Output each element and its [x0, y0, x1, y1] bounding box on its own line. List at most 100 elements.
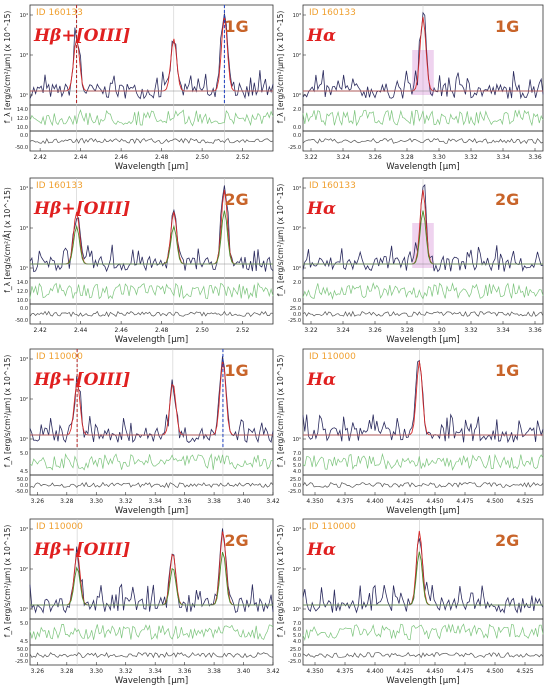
x-tick-label: 2.46	[114, 154, 128, 161]
residual-tick-label: 0.0	[293, 298, 301, 304]
residual-trace	[29, 282, 274, 300]
x-tick-label: 3.38	[207, 668, 221, 675]
x-tick-label: 4.525	[516, 668, 533, 675]
x-axis-label: Wavelength [μm]	[386, 506, 459, 516]
x-tick-label: 3.32	[119, 498, 133, 505]
spectrum-panel: 10¹ 7.06.05.04.0 25.00.0-25.0 4.350 4.375 4.4…	[276, 348, 544, 516]
residual2-tick-label: 0.0	[20, 483, 28, 489]
grating-label: 1G	[224, 361, 248, 380]
x-tick-label: 3.26	[368, 327, 382, 334]
x-tick-label: 3.42	[266, 498, 280, 505]
y-tick-label: 10¹	[20, 437, 28, 443]
residual-tick-label: 14.0	[17, 280, 28, 286]
x-axis-label: Wavelength [μm]	[115, 506, 188, 516]
object-id-label: ID 160133	[36, 181, 83, 191]
grating-label: 2G	[224, 190, 248, 209]
residual2-trace	[29, 481, 274, 489]
grating-label: 2G	[495, 190, 519, 209]
x-tick-label: 3.22	[304, 154, 318, 161]
x-axis-label: Wavelength [μm]	[115, 335, 188, 345]
x-tick-label: 3.30	[90, 668, 104, 675]
x-tick-label: 3.28	[400, 327, 414, 334]
x-tick-label: 2.46	[114, 327, 128, 334]
y-axis-label: f_λ [erg/s/cm²/μm] (x 10^-15)	[276, 11, 285, 124]
residual2-tick-label: -50.0	[15, 489, 28, 495]
x-tick-label: 2.48	[155, 327, 169, 334]
residual2-axes-frame	[29, 303, 274, 325]
x-tick-label: 3.28	[60, 668, 74, 675]
y-tick-label: 10⁰	[293, 266, 301, 272]
spectrum-panel: 10¹ 10² 10³ 5.0 4.5 50.00.0-25.03.26 3.28 3.30 3…	[3, 518, 280, 686]
residual2-tick-label: -25.0	[15, 659, 28, 665]
y-tick-label: 10⁴	[20, 13, 28, 19]
x-tick-label: 4.425	[396, 498, 413, 505]
x-tick-label: 4.525	[516, 498, 533, 505]
x-tick-label: 3.22	[304, 327, 318, 334]
residual2-tick-label: 0.0	[20, 653, 28, 659]
x-tick-label: 4.450	[426, 498, 443, 505]
x-tick-label: 2.44	[74, 327, 88, 334]
object-id-label: ID 160133	[309, 181, 356, 191]
residual-tick-label: 6.0	[293, 457, 301, 463]
x-tick-label: 2.42	[33, 327, 47, 334]
y-tick-label: 10²	[20, 567, 28, 573]
y-axis-label: f_λ [erg/s/cm²/Å] (x 10^-15)	[3, 187, 12, 293]
y-tick-label: 10²	[293, 567, 301, 573]
panel-title: Hβ+[OIII]	[33, 26, 130, 46]
residual2-tick-label: 25.0	[290, 477, 301, 483]
x-tick-label: 3.28	[60, 498, 74, 505]
residual2-tick-label: -25.0	[288, 318, 301, 324]
panel-title: Hβ+[OIII]	[33, 540, 130, 560]
x-tick-label: 3.40	[237, 668, 251, 675]
x-tick-label: 4.350	[306, 668, 323, 675]
y-tick-label: 10²	[293, 226, 301, 232]
residual-trace	[29, 109, 274, 127]
x-tick-label: 4.350	[306, 498, 323, 505]
residual-tick-label: 4.0	[293, 469, 301, 475]
residual-axes-frame	[29, 618, 274, 646]
y-axis-label: f_λ [erg/s/cm²/μm] (x 10^-15)	[276, 525, 285, 638]
x-tick-label: 4.375	[336, 668, 353, 675]
residual2-tick-label: 50.0	[17, 477, 28, 483]
residual2-trace	[302, 310, 544, 317]
x-tick-label: 3.30	[432, 327, 446, 334]
y-tick-label: 10²	[20, 397, 28, 403]
x-tick-label: 4.375	[336, 498, 353, 505]
x-tick-label: 3.30	[90, 498, 104, 505]
residual2-tick-label: 25.0	[290, 306, 301, 312]
broad-component-line	[303, 551, 543, 606]
grating-label: 1G	[495, 17, 519, 36]
x-tick-label: 3.32	[119, 668, 133, 675]
residual2-trace	[302, 651, 544, 659]
residual2-trace	[29, 138, 274, 145]
grating-label: 2G	[224, 531, 248, 550]
x-tick-label: 3.36	[528, 327, 542, 334]
panel-title: Hα	[306, 540, 336, 560]
x-tick-label: 3.24	[336, 154, 350, 161]
residual-tick-label: 2.0	[293, 107, 301, 113]
residual-trace	[29, 453, 274, 471]
residual2-tick-label: 0.0	[293, 483, 301, 489]
object-id-label: ID 110000	[309, 352, 356, 362]
observed-spectrum-line	[302, 184, 544, 273]
x-tick-label: 3.34	[496, 327, 510, 334]
x-tick-label: 3.28	[400, 154, 414, 161]
residual2-tick-label: -25.0	[288, 489, 301, 495]
panel-title: Hα	[306, 26, 336, 46]
x-axis-label: Wavelength [μm]	[115, 162, 188, 172]
x-tick-label: 2.44	[74, 154, 88, 161]
residual2-tick-label: 0.0	[20, 133, 28, 139]
x-tick-label: 2.52	[236, 154, 250, 161]
y-tick-label: 10³	[293, 186, 301, 192]
x-tick-label: 3.34	[149, 498, 163, 505]
residual-axes-frame	[29, 104, 274, 132]
spectrum-panel: 10¹ 10³ 10⁴ 14.0 12.0 10.0 0.0 -50.0 2.42 2.44 2.4…	[3, 4, 274, 172]
object-id-label: ID 110000	[309, 522, 356, 532]
panel-title: Hβ+[OIII]	[33, 199, 130, 219]
panel-title: Hα	[306, 370, 336, 390]
x-tick-label: 2.48	[155, 154, 169, 161]
y-axis-label: f_λ [erg/s/cm²/μm] (x 10^-15)	[276, 355, 285, 468]
residual-trace	[302, 452, 544, 471]
